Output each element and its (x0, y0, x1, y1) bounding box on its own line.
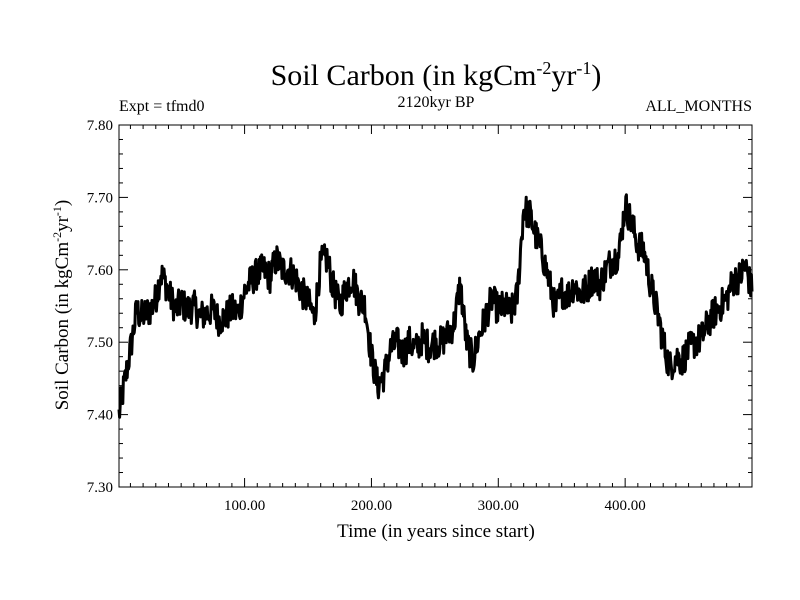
months-label: ALL_MONTHS (645, 98, 752, 115)
x-tick-label: 300.00 (478, 498, 519, 514)
y-tick-label: 7.80 (87, 118, 113, 134)
chart-title-superscript-1: -2 (536, 58, 551, 78)
y-axis-label-end: ) (52, 200, 73, 206)
x-axis-label: Time (in years since start) (337, 521, 535, 542)
chart-title-end: ) (591, 59, 601, 92)
x-tick-label: 100.00 (224, 498, 265, 514)
chart-title-main: Soil Carbon (in kgCm (271, 59, 537, 92)
series-layer (117, 193, 754, 419)
experiment-label: Expt = tfmd0 (119, 98, 204, 115)
x-tick-label: 200.00 (351, 498, 392, 514)
axis-layer: 7.30 7.40 7.50 7.60 7.70 7.80 100.00 200.00 300.… (87, 118, 752, 514)
soil-carbon-series-line (117, 193, 754, 419)
period-label: 2120kyr BP (398, 94, 475, 111)
y-axis-label-superscript-1: -2 (50, 232, 64, 242)
y-tick-label: 7.50 (87, 335, 113, 351)
y-tick-label: 7.60 (87, 263, 113, 279)
plot-frame (118, 124, 753, 488)
chart-title: Soil Carbon (in kgCm-2yr-1) (271, 58, 602, 92)
y-tick-label: 7.40 (87, 408, 113, 424)
chart-title-superscript-2: -1 (576, 58, 591, 78)
y-axis-label-main: Soil Carbon (in kgCm (52, 242, 73, 411)
x-tick-label: 400.00 (605, 498, 646, 514)
y-axis-label: Soil Carbon (in kgCm-2yr-1) (50, 200, 73, 411)
chart-title-middle: yr (551, 59, 576, 92)
y-axis-label-superscript-2: -1 (50, 206, 64, 216)
y-tick-label: 7.30 (87, 480, 113, 496)
y-axis-label-middle: yr (52, 215, 73, 232)
y-tick-label: 7.70 (87, 190, 113, 206)
